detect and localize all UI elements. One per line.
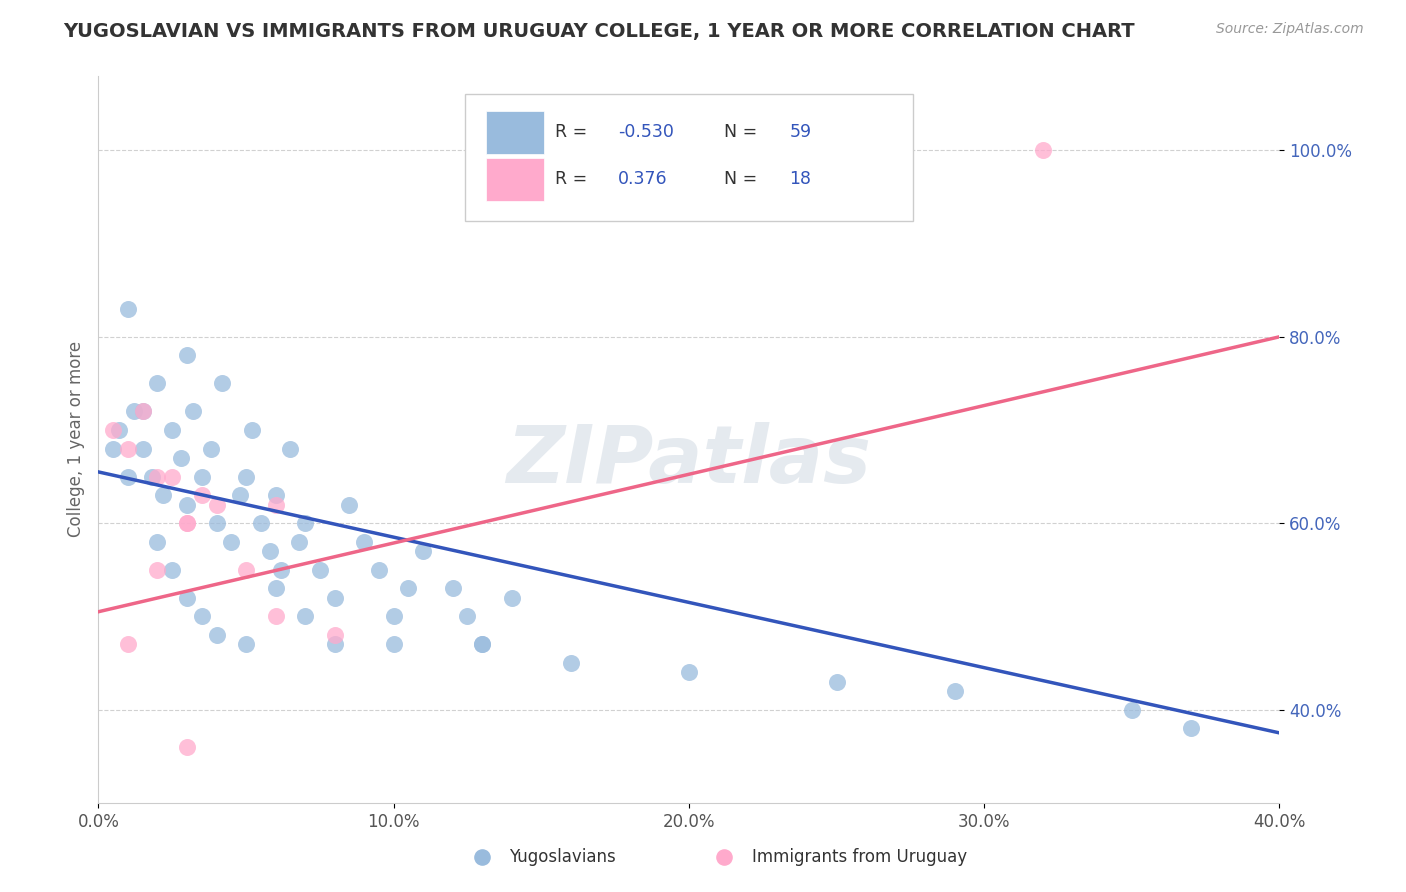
Text: 0.376: 0.376 <box>619 170 668 188</box>
Point <box>229 488 252 502</box>
Point <box>221 534 243 549</box>
Text: 18: 18 <box>789 170 811 188</box>
Point <box>323 637 346 651</box>
Point <box>132 442 155 456</box>
Text: ZIPatlas: ZIPatlas <box>506 422 872 500</box>
Point <box>501 591 523 605</box>
FancyBboxPatch shape <box>486 111 544 153</box>
Point <box>108 423 131 437</box>
Y-axis label: College, 1 year or more: College, 1 year or more <box>66 342 84 537</box>
Point <box>264 488 287 502</box>
Point <box>146 534 169 549</box>
Point <box>205 516 228 531</box>
Point <box>943 684 966 698</box>
Point <box>235 563 257 577</box>
Point <box>117 469 139 483</box>
Text: 59: 59 <box>789 123 811 141</box>
Point <box>1180 721 1202 735</box>
Point <box>1121 703 1143 717</box>
Point <box>146 469 169 483</box>
Point <box>191 469 214 483</box>
Point <box>191 488 214 502</box>
Point <box>235 637 257 651</box>
Point <box>259 544 281 558</box>
Point <box>146 376 169 391</box>
Point <box>264 498 287 512</box>
Point <box>398 582 420 596</box>
Point <box>205 628 228 642</box>
Point <box>117 637 139 651</box>
Point <box>678 665 700 680</box>
Text: R =: R = <box>555 123 593 141</box>
Point <box>457 609 479 624</box>
Point <box>191 609 214 624</box>
Text: -0.530: -0.530 <box>619 123 673 141</box>
Point <box>270 563 292 577</box>
Point <box>122 404 145 418</box>
Point <box>353 534 375 549</box>
Point <box>825 674 848 689</box>
Point <box>162 563 183 577</box>
Point <box>152 488 174 502</box>
Point <box>176 498 198 512</box>
Point <box>264 609 287 624</box>
Text: R =: R = <box>555 170 593 188</box>
Point <box>264 582 287 596</box>
Point <box>382 637 405 651</box>
Text: YUGOSLAVIAN VS IMMIGRANTS FROM URUGUAY COLLEGE, 1 YEAR OR MORE CORRELATION CHART: YUGOSLAVIAN VS IMMIGRANTS FROM URUGUAY C… <box>63 22 1135 41</box>
Point <box>288 534 311 549</box>
Point <box>560 656 582 670</box>
Point <box>176 739 198 754</box>
Point <box>412 544 434 558</box>
Text: N =: N = <box>724 123 763 141</box>
Point <box>339 498 361 512</box>
Point <box>294 516 316 531</box>
Point <box>181 404 204 418</box>
Point <box>117 301 139 316</box>
Point <box>235 469 257 483</box>
Point <box>176 516 198 531</box>
Point <box>294 609 316 624</box>
Point <box>323 628 346 642</box>
Point <box>162 469 183 483</box>
Point <box>103 442 125 456</box>
Text: Source: ZipAtlas.com: Source: ZipAtlas.com <box>1216 22 1364 37</box>
Point <box>471 637 494 651</box>
Point <box>103 423 125 437</box>
Text: Immigrants from Uruguay: Immigrants from Uruguay <box>752 848 967 866</box>
Point <box>1032 144 1054 158</box>
Point <box>323 591 346 605</box>
Text: N =: N = <box>724 170 763 188</box>
Point <box>200 442 222 456</box>
FancyBboxPatch shape <box>486 158 544 201</box>
Point <box>280 442 302 456</box>
Point <box>132 404 155 418</box>
Point <box>132 404 155 418</box>
Point <box>162 423 183 437</box>
Point <box>471 637 494 651</box>
Text: Yugoslavians: Yugoslavians <box>509 848 616 866</box>
Point <box>146 563 169 577</box>
Point <box>382 609 405 624</box>
Point <box>211 376 233 391</box>
Point <box>170 450 193 465</box>
Point <box>205 498 228 512</box>
Point <box>117 442 139 456</box>
Point <box>441 582 464 596</box>
Point <box>176 591 198 605</box>
FancyBboxPatch shape <box>464 94 914 221</box>
Point <box>250 516 273 531</box>
Point <box>368 563 391 577</box>
Point <box>176 516 198 531</box>
Point <box>141 469 163 483</box>
Point <box>240 423 263 437</box>
Point <box>309 563 332 577</box>
Point <box>176 348 198 362</box>
